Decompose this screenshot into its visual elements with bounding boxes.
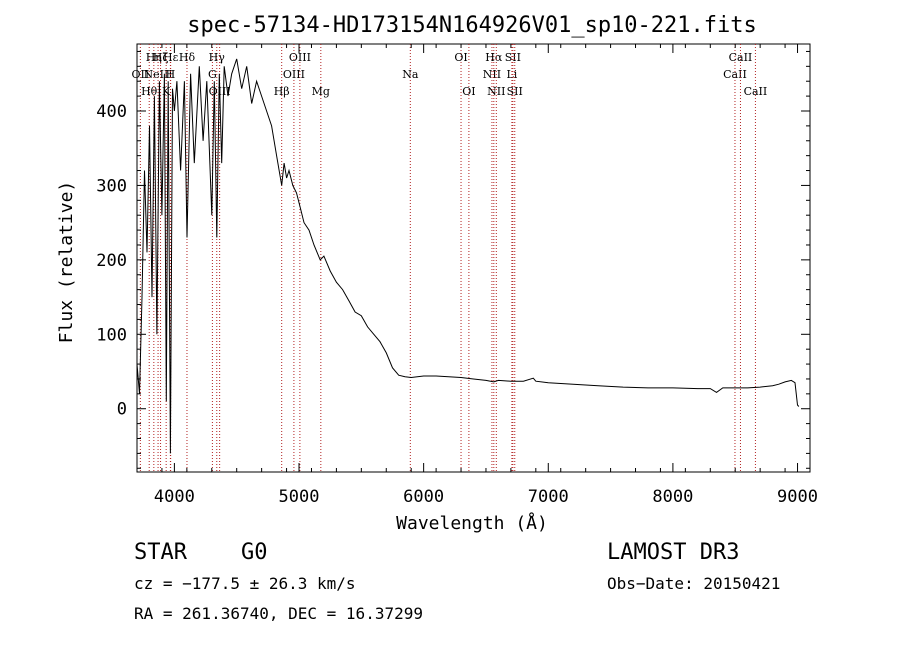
y-tick-label: 100 (96, 325, 127, 345)
spectral-line-label: OI (454, 51, 467, 64)
x-tick-label: 8000 (652, 487, 693, 507)
ticks-layer: 4000 5000 6000 7000 8000 9000 0 100 200 300 400 (96, 44, 818, 507)
x-tick-label: 7000 (528, 487, 569, 507)
velocity-readout: cz = −177.5 ± 26.3 km/s (134, 574, 356, 593)
object-class: STAR (134, 540, 187, 565)
plot-frame (136, 43, 811, 473)
spectral-line-label: OIII (289, 51, 311, 64)
spectral-line-label: CaII (744, 85, 768, 98)
y-tick-label: 200 (96, 251, 127, 271)
spectral-line-label: CaII (729, 51, 753, 64)
series-layer (136, 58, 800, 454)
spectral-line-label: G (208, 68, 217, 81)
y-tick-label: 300 (96, 176, 127, 196)
spectral-line-label: NII (483, 68, 501, 81)
coordinates-readout: RA = 261.36740, DEC = 16.37299 (134, 604, 423, 623)
object-subclass: G0 (241, 540, 268, 565)
x-tick-label: 4000 (154, 487, 195, 507)
spectral-line-label: SII (507, 85, 523, 98)
y-tick-label: 0 (117, 400, 127, 420)
x-tick-label: 6000 (403, 487, 444, 507)
spectral-line-label: Hη (146, 51, 162, 64)
spectral-line-label: NII (487, 85, 505, 98)
spectral-line-label: Hε (163, 51, 179, 64)
x-tick-label: 5000 (279, 487, 320, 507)
spectrum-line (136, 58, 800, 454)
chart-title: spec-57134-HD173154N164926V01_sp10-221.f… (187, 13, 757, 38)
spectral-line-label: Hδ (179, 51, 196, 64)
spectral-lines-layer: OIIHθHηNeIIIHζKHHεHδGHγOIIIHβOIIIOIIIMgN… (132, 44, 768, 472)
spectral-line-label: Hζ (153, 51, 169, 64)
spectral-line-label: OI (462, 85, 475, 98)
spectral-line-label: CaII (723, 68, 747, 81)
y-tick-label: 400 (96, 102, 127, 122)
x-axis-label: Wavelength (Å) (396, 512, 548, 534)
spectral-line-label: Li (506, 68, 517, 81)
spectral-line-label: Hα (485, 51, 503, 64)
spectral-line-label: Hβ (274, 85, 290, 98)
spectral-line-label: NeIII (143, 68, 172, 81)
spectral-line-label: OII (132, 68, 150, 81)
spectral-line-label: Na (402, 68, 419, 81)
x-tick-label: 9000 (777, 487, 818, 507)
survey-name: LAMOST DR3 (607, 540, 740, 565)
spectral-line-label: Hγ (209, 51, 226, 64)
spectral-line-label: Mg (312, 85, 330, 98)
spectral-line-label: OIII (283, 68, 305, 81)
spectral-line-label: Hθ (141, 85, 158, 98)
y-axis-label: Flux (relative) (56, 181, 77, 344)
spectral-line-label: K (162, 85, 171, 98)
obs-date: Obs−Date: 20150421 (607, 574, 781, 593)
spectral-line-label: SII (505, 51, 521, 64)
